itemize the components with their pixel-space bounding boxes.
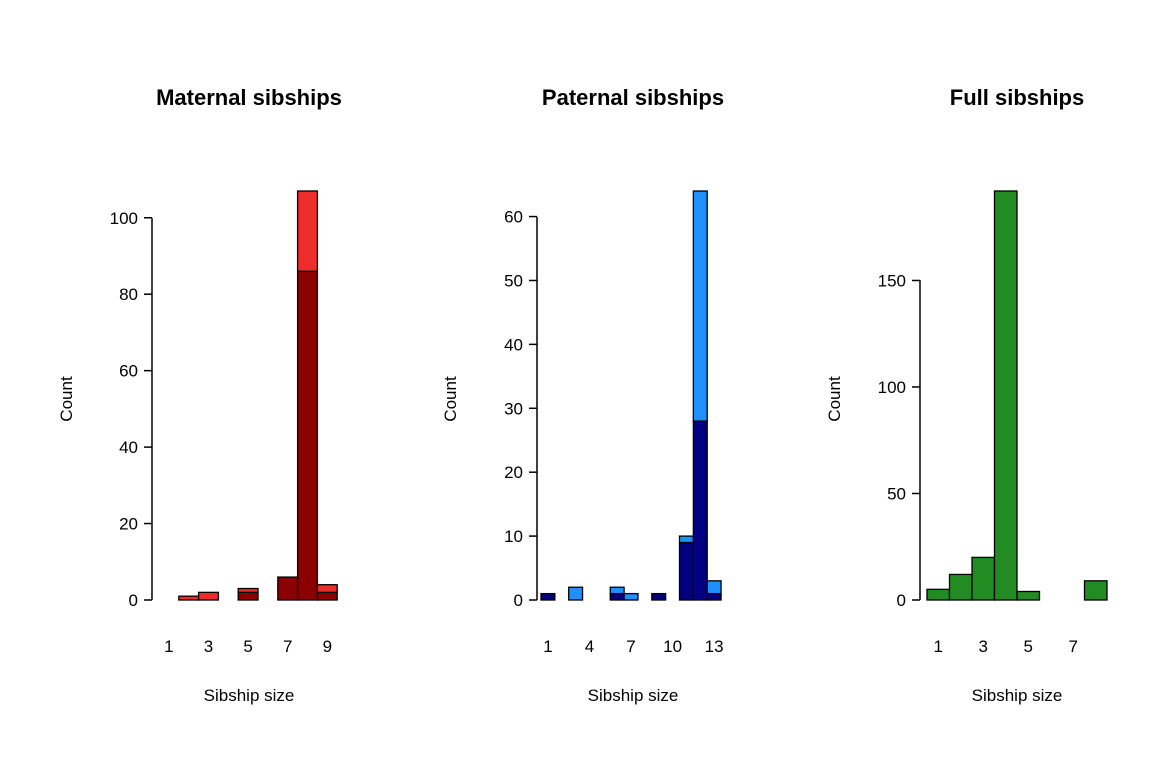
full-bars xyxy=(926,190,1108,601)
maternal-bar-2-series-2 xyxy=(178,595,200,601)
full-bar-1 xyxy=(926,588,951,601)
full-bar-4 xyxy=(993,190,1018,601)
maternal-x-tick-label: 3 xyxy=(204,637,213,656)
paternal-x-tick-label: 1 xyxy=(543,637,552,656)
paternal-y-tick-label: 50 xyxy=(504,271,523,290)
full-y-ticks: 0 50 100 150 xyxy=(878,271,920,610)
paternal-bar-11-series-1 xyxy=(678,541,695,601)
full-x-ticks: 1 3 5 7 xyxy=(934,637,1078,656)
paternal-bars xyxy=(540,190,722,601)
maternal-bar-9-series-2 xyxy=(316,584,338,594)
maternal-bar-8-series-1 xyxy=(296,270,319,601)
full-y-tick-label: 50 xyxy=(887,484,906,503)
full-title: Full sibships xyxy=(950,85,1084,110)
maternal-y-tick-label: 80 xyxy=(119,285,138,304)
paternal-title: Paternal sibships xyxy=(542,85,724,110)
paternal-x-tick-label: 7 xyxy=(626,637,635,656)
paternal-x-label: Sibship size xyxy=(588,686,679,705)
maternal-x-tick-label: 7 xyxy=(283,637,292,656)
paternal-bar-12-series-1 xyxy=(692,420,708,601)
paternal-bar-6-series-1 xyxy=(609,592,625,601)
maternal-x-tick-label: 9 xyxy=(323,637,332,656)
paternal-y-tick-label: 40 xyxy=(504,335,523,354)
paternal-y-tick-label: 60 xyxy=(504,208,523,227)
full-bar-8 xyxy=(1083,580,1108,601)
paternal-y-label: Count xyxy=(441,376,460,422)
paternal-bar-6-series-2 xyxy=(609,586,625,595)
paternal-y-tick-label: 10 xyxy=(504,527,523,546)
maternal-x-label: Sibship size xyxy=(204,686,295,705)
maternal-bar-5-series-2 xyxy=(237,587,259,594)
maternal-bar-8-series-2 xyxy=(296,190,319,272)
full-x-label: Sibship size xyxy=(972,686,1063,705)
full-bar-5 xyxy=(1016,590,1041,601)
full-x-tick-label: 1 xyxy=(934,637,943,656)
paternal-bar-13-series-1 xyxy=(706,592,722,601)
paternal-bar-12-series-2 xyxy=(692,190,708,422)
maternal-bar-3-series-2 xyxy=(197,591,220,601)
paternal-x-ticks: 1 4 7 10 13 xyxy=(543,637,723,656)
paternal-y-ticks: 0 10 20 30 40 50 60 xyxy=(504,208,537,610)
full-bar-3 xyxy=(971,556,996,601)
maternal-y-label: Count xyxy=(57,376,76,422)
maternal-bar-9-series-1 xyxy=(316,591,338,601)
paternal-y-tick-label: 0 xyxy=(514,591,523,610)
maternal-bar-7-series-1 xyxy=(277,576,299,601)
maternal-title: Maternal sibships xyxy=(156,85,342,110)
paternal-bar-1-series-1 xyxy=(540,592,556,601)
maternal-x-tick-label: 5 xyxy=(243,637,252,656)
maternal-y-tick-label: 60 xyxy=(119,362,138,381)
maternal-y-tick-label: 0 xyxy=(129,591,138,610)
paternal-bar-9-series-1 xyxy=(651,592,667,601)
full-panel: Full sibships 0 50 100 150 1 3 5 7 Sibship siz… xyxy=(825,85,1108,705)
maternal-y-ticks: 0 20 40 60 80 100 xyxy=(110,209,152,610)
paternal-y-tick-label: 20 xyxy=(504,463,523,482)
maternal-panel: Maternal sibships 0 20 40 60 80 100 1 3 5 7 9 Sib… xyxy=(57,85,342,705)
full-y-tick-label: 100 xyxy=(878,378,906,397)
maternal-x-tick-label: 1 xyxy=(164,637,173,656)
maternal-y-tick-label: 20 xyxy=(119,515,138,534)
paternal-y-tick-label: 30 xyxy=(504,399,523,418)
paternal-x-tick-label: 13 xyxy=(705,637,724,656)
full-x-tick-label: 3 xyxy=(979,637,988,656)
maternal-bars xyxy=(178,190,338,601)
paternal-x-tick-label: 4 xyxy=(585,637,594,656)
full-y-label: Count xyxy=(825,376,844,422)
paternal-bar-3-series-2 xyxy=(568,586,584,601)
full-y-tick-label: 150 xyxy=(878,271,906,290)
maternal-y-tick-label: 100 xyxy=(110,209,138,228)
full-bar-2 xyxy=(948,573,973,601)
maternal-bar-5-series-1 xyxy=(237,591,259,601)
full-x-tick-label: 5 xyxy=(1024,637,1033,656)
full-x-tick-label: 7 xyxy=(1069,637,1078,656)
maternal-y-tick-label: 40 xyxy=(119,438,138,457)
paternal-bar-7-series-2 xyxy=(623,592,639,601)
maternal-x-ticks: 1 3 5 7 9 xyxy=(164,637,332,656)
full-y-tick-label: 0 xyxy=(897,591,906,610)
paternal-x-tick-label: 10 xyxy=(663,637,682,656)
paternal-bar-11-series-2 xyxy=(678,535,695,544)
paternal-bar-13-series-2 xyxy=(706,580,722,595)
